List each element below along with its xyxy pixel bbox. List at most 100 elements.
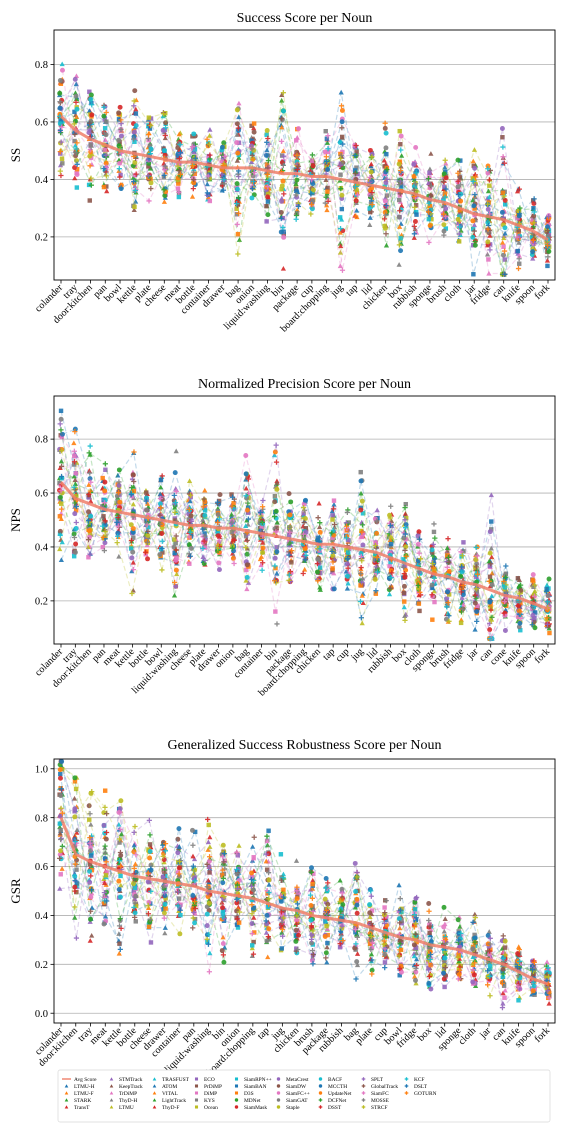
data-point <box>294 138 299 143</box>
data-point <box>516 229 522 234</box>
data-point <box>176 156 183 162</box>
data-point <box>486 177 492 183</box>
data-point <box>402 505 408 511</box>
data-point <box>102 126 108 131</box>
data-point <box>411 231 417 237</box>
data-point <box>473 595 479 601</box>
data-point <box>86 491 92 498</box>
data-point <box>472 592 478 598</box>
data-point <box>501 244 506 249</box>
data-point <box>502 271 508 277</box>
data-point <box>190 842 196 848</box>
data-point <box>131 129 137 135</box>
data-point <box>397 128 402 134</box>
data-point <box>426 901 432 906</box>
data-point <box>157 552 163 558</box>
legend-label: STARK <box>74 1098 91 1104</box>
data-point <box>487 993 493 999</box>
data-point <box>358 507 364 513</box>
data-point <box>514 234 520 240</box>
data-point <box>404 515 409 521</box>
data-point <box>443 226 449 231</box>
data-point <box>474 609 480 615</box>
data-point <box>251 169 257 176</box>
data-point <box>384 166 390 173</box>
data-point <box>131 103 137 109</box>
data-point <box>397 168 404 174</box>
data-point <box>545 593 551 599</box>
data-point <box>204 136 210 142</box>
data-point <box>116 137 122 143</box>
data-point <box>131 489 137 494</box>
data-point <box>279 92 285 97</box>
series-trace <box>60 451 548 632</box>
data-point <box>175 163 181 169</box>
data-point <box>273 442 279 448</box>
data-point <box>59 501 64 506</box>
data-point <box>159 567 165 573</box>
data-point <box>485 201 491 207</box>
data-point <box>441 171 447 177</box>
x-tick-label: cloth <box>442 282 464 304</box>
data-point <box>331 501 337 507</box>
data-point <box>244 586 250 592</box>
data-point <box>309 158 315 163</box>
data-point <box>272 494 278 499</box>
data-point <box>234 107 240 113</box>
data-point <box>57 168 63 174</box>
data-point <box>157 501 163 507</box>
data-point <box>274 621 280 627</box>
data-point <box>57 127 63 133</box>
data-point <box>330 517 335 522</box>
data-point <box>471 272 476 277</box>
data-point <box>322 896 328 902</box>
data-point <box>175 175 181 181</box>
data-point <box>216 498 222 504</box>
data-point <box>172 551 177 556</box>
data-point <box>461 540 466 545</box>
data-point <box>487 563 493 569</box>
legend-marker <box>194 1077 199 1081</box>
data-point <box>426 908 432 914</box>
data-point <box>502 202 508 207</box>
data-point <box>325 146 331 152</box>
legend-marker <box>276 1091 281 1095</box>
data-point <box>58 516 64 521</box>
data-point <box>503 574 509 580</box>
data-point <box>73 99 79 105</box>
data-point <box>161 148 167 154</box>
data-point <box>459 595 465 600</box>
data-point <box>278 215 284 222</box>
data-point <box>545 263 550 269</box>
data-point <box>396 161 402 167</box>
data-point <box>144 538 150 544</box>
data-point <box>489 593 495 599</box>
data-point <box>296 932 302 938</box>
data-point <box>102 788 108 793</box>
data-point <box>358 550 364 556</box>
data-point <box>190 893 196 898</box>
legend-label: KCF <box>414 1077 425 1083</box>
data-point <box>219 171 225 178</box>
data-point <box>102 461 108 467</box>
data-point <box>101 810 107 816</box>
data-point <box>440 178 446 185</box>
data-point <box>273 609 278 614</box>
data-point <box>330 566 335 571</box>
data-point <box>412 204 418 210</box>
data-point <box>162 901 168 907</box>
legend-label: Staple <box>286 1105 300 1111</box>
x-tick-label: container <box>232 646 267 681</box>
data-point <box>396 882 402 888</box>
data-point <box>58 827 63 833</box>
data-point <box>338 186 344 192</box>
data-point <box>274 549 280 555</box>
data-point <box>117 946 123 952</box>
data-point <box>545 254 551 260</box>
data-point <box>101 921 107 927</box>
data-point <box>72 500 78 506</box>
legend-label: DSST <box>328 1105 342 1111</box>
data-point <box>129 484 135 491</box>
data-point <box>132 88 138 94</box>
data-point <box>455 917 461 923</box>
